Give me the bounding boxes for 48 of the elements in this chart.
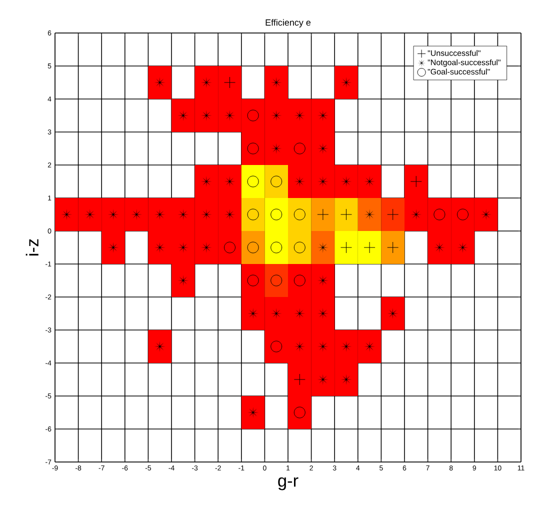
point — [358, 198, 382, 231]
point — [334, 198, 358, 231]
point — [288, 230, 312, 264]
point — [264, 198, 288, 231]
point — [294, 374, 306, 386]
point — [364, 242, 376, 254]
point — [294, 242, 306, 254]
point — [264, 264, 288, 297]
point — [241, 198, 265, 231]
point — [294, 208, 306, 220]
point — [270, 176, 282, 188]
legend-label: "Unsuccessful" — [428, 50, 480, 56]
point — [247, 176, 259, 188]
point — [270, 208, 282, 220]
legend-label: "Goal-successful" — [428, 68, 490, 75]
point — [311, 230, 335, 264]
point — [241, 164, 265, 198]
point — [334, 230, 358, 264]
chart-title: Efficiency e — [266, 19, 311, 28]
point — [358, 230, 382, 264]
point — [270, 340, 282, 352]
x-axis-title: g-r — [278, 477, 298, 490]
point — [294, 142, 306, 154]
point — [270, 274, 282, 286]
point — [247, 208, 259, 220]
point — [294, 274, 306, 286]
point — [294, 406, 306, 418]
point — [387, 242, 399, 254]
point — [410, 176, 422, 188]
point — [247, 274, 259, 286]
y-axis-title: i-z — [26, 239, 38, 256]
legend-label: "Notgoal-successful" — [428, 59, 500, 67]
point — [247, 142, 259, 154]
point — [311, 198, 335, 231]
point — [381, 230, 404, 264]
point — [247, 110, 259, 122]
point — [317, 208, 329, 220]
point — [270, 242, 282, 254]
point — [247, 242, 259, 254]
point — [264, 164, 288, 198]
point — [224, 242, 236, 254]
point — [381, 198, 404, 231]
point — [387, 208, 399, 220]
point — [241, 230, 265, 264]
point — [457, 208, 468, 220]
point — [434, 208, 446, 220]
point — [264, 230, 288, 264]
point — [288, 198, 312, 231]
